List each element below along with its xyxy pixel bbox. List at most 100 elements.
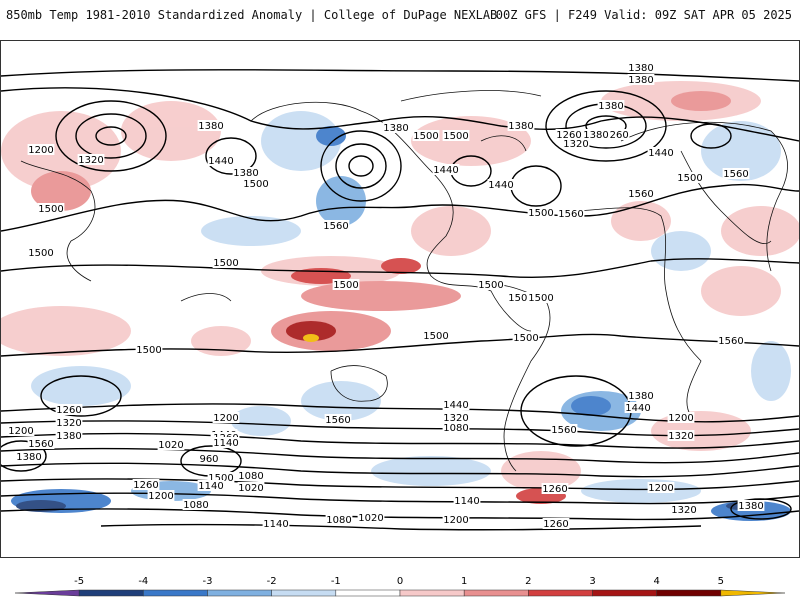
svg-text:1380: 1380 [16,452,41,463]
contour-label: 1200 [147,490,175,502]
contour-label: 1020 [157,439,185,451]
svg-text:1200: 1200 [648,483,673,494]
contour-label: 1500 [676,172,704,184]
contour-label: 1380 [55,430,83,442]
contour-label: 1380 [737,500,765,512]
svg-text:1500: 1500 [333,280,358,291]
contour-label: 1260 [602,129,630,141]
contour-label: 1380 [597,100,625,112]
svg-text:1500: 1500 [423,331,448,342]
contour-label: 1320 [562,138,590,150]
svg-text:1260: 1260 [56,405,81,416]
svg-text:1380: 1380 [233,168,258,179]
svg-text:1380: 1380 [738,501,763,512]
svg-text:1500: 1500 [38,204,63,215]
svg-text:1320: 1320 [78,155,103,166]
contour-label: 1560 [722,168,750,180]
svg-text:1500: 1500 [508,293,533,304]
svg-text:1560: 1560 [551,425,576,436]
contour-label: 1560 [627,188,655,200]
contour-label: 1560 [557,208,585,220]
contour-label: 1500 [477,279,505,291]
svg-text:1500: 1500 [136,345,161,356]
colorbar-tick-label: 2 [525,576,531,587]
svg-text:1080: 1080 [443,423,468,434]
svg-text:1500: 1500 [213,258,238,269]
svg-text:1560: 1560 [723,169,748,180]
contour-label: 1500 [212,257,240,269]
contour-label: 1200 [647,482,675,494]
contour-label: 1560 [717,335,745,347]
svg-text:1380: 1380 [508,121,533,132]
svg-text:1320: 1320 [563,139,588,150]
contour-label: 1500 [512,332,540,344]
contour-label: 1080 [325,514,353,526]
contour-label: 1440 [487,179,515,191]
contour-label: 1260 [555,129,583,141]
svg-text:1500: 1500 [443,131,468,142]
contour-label: 1380 [197,120,225,132]
svg-text:1080: 1080 [326,515,351,526]
contour-label: 1320 [77,154,105,166]
svg-text:1020: 1020 [358,513,383,524]
contour-label: 1200 [212,412,240,424]
contour-label: 1560 [550,424,578,436]
svg-text:1380: 1380 [56,431,81,442]
svg-text:1500: 1500 [413,131,438,142]
svg-text:1260: 1260 [603,130,628,141]
height-contours [1,69,799,531]
anomaly-shading [1,81,799,521]
svg-text:1080: 1080 [238,471,263,482]
contour-label: 1380 [627,62,655,74]
contour-label: 1080 [237,470,265,482]
colorbar-segment [399,589,465,597]
contour-label: 1500 [135,344,163,356]
contour-label: 1200 [667,412,695,424]
svg-text:1560: 1560 [323,221,348,232]
contour-label: 1080 [442,422,470,434]
header: 850mb Temp 1981-2010 Standardized Anomal… [0,0,800,30]
svg-text:1200: 1200 [443,515,468,526]
contour-label: 1440 [432,164,460,176]
colorbar-tick-label: -2 [267,576,277,587]
contour-labels: 1380138013801260120013201380144015001380… [7,62,765,530]
colorbar-segment [78,589,144,597]
contour-label: 1380 [627,74,655,86]
svg-text:1560: 1560 [718,336,743,347]
contour-label: 1560 [322,220,350,232]
contour-label: 1500 [242,178,270,190]
colorbar-segment [656,589,722,597]
svg-text:1500: 1500 [528,208,553,219]
colorbar-tick-label: 0 [397,576,403,587]
svg-text:1440: 1440 [648,148,673,159]
contour-label: 1440 [442,399,470,411]
contour-label: 1560 [324,414,352,426]
contour-label: 1020 [357,512,385,524]
colorbar: -5 -4 -3 -2 -1 0 1 2 3 4 5 [0,568,800,600]
svg-text:1500: 1500 [208,473,233,484]
svg-text:1140: 1140 [198,481,223,492]
svg-text:1380: 1380 [383,123,408,134]
svg-text:1440: 1440 [433,165,458,176]
contour-label: 1320 [670,504,698,516]
colorbar-tick-label: -1 [331,576,341,587]
svg-text:1320: 1320 [443,413,468,424]
colorbar-tick-label: -3 [203,576,213,587]
svg-text:1140: 1140 [213,438,238,449]
colorbar-tick-label: -4 [138,576,148,587]
contour-label: 1200 [7,425,35,437]
contour-label: 1440 [647,147,675,159]
colorbar-segment [207,589,272,597]
svg-text:1500: 1500 [28,248,53,259]
svg-text:1200: 1200 [8,426,33,437]
colorbar-segment [463,589,529,597]
svg-text:1200: 1200 [28,145,53,156]
contour-label: 1380 [232,167,260,179]
contour-label: 1080 [182,499,210,511]
svg-text:1320: 1320 [668,431,693,442]
svg-text:1380: 1380 [628,75,653,86]
svg-text:1320: 1320 [56,418,81,429]
contour-label: 1440 [624,402,652,414]
run-info: 00Z GFS | F249 Valid: 09Z SAT APR 05 202… [495,8,792,22]
colorbar-segment [271,589,337,597]
